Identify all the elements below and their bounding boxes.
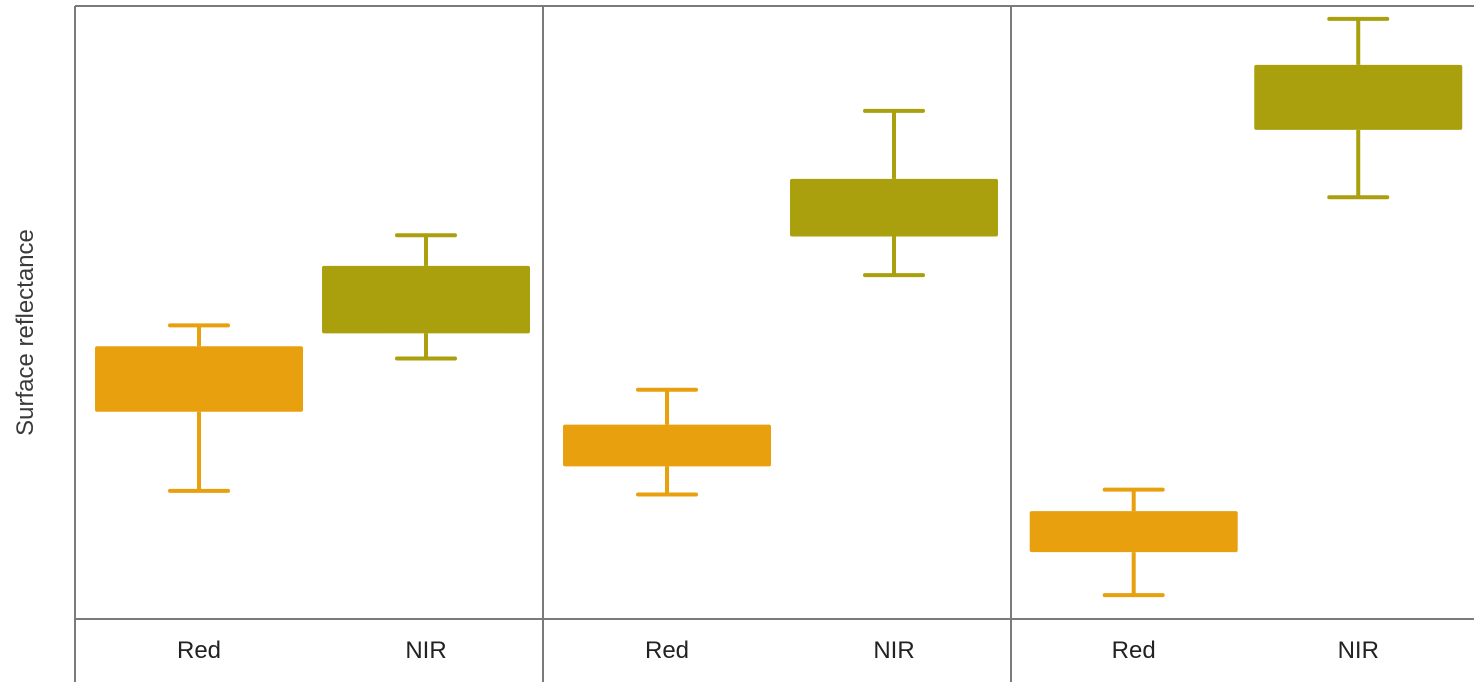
x-tick-label: NIR	[873, 637, 914, 664]
x-tick-label: NIR	[1338, 637, 1379, 664]
box-nir	[322, 265, 530, 334]
box-red	[1029, 511, 1238, 553]
x-tick-label: Red	[645, 637, 689, 664]
box-nir	[790, 178, 998, 237]
x-tick-label: Red	[1112, 637, 1156, 664]
box-red	[95, 346, 304, 412]
box-red	[563, 424, 772, 467]
x-tick-label: NIR	[405, 637, 446, 664]
y-axis-label: Surface reflectance	[12, 229, 39, 436]
box-nir	[1254, 64, 1463, 130]
x-tick-label: Red	[177, 637, 221, 664]
